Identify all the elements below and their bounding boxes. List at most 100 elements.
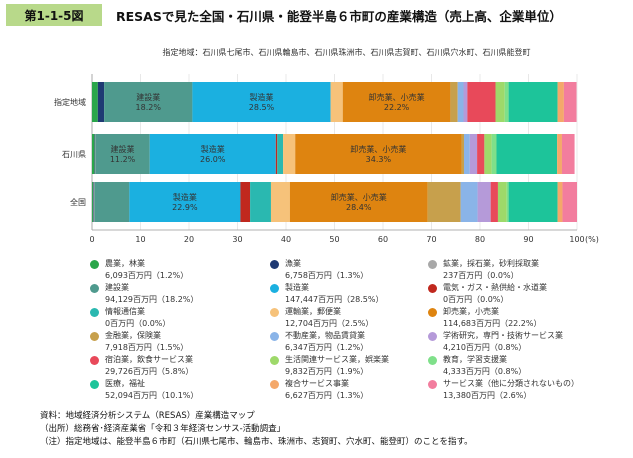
legend-label: 生活関連サービス業，娯楽業 bbox=[285, 355, 389, 364]
legend-swatch bbox=[270, 284, 279, 293]
bar-segment bbox=[240, 182, 251, 222]
legend-label: 卸売業，小売業 bbox=[443, 307, 499, 316]
x-tick-label: 90 bbox=[523, 235, 533, 244]
bar-segment bbox=[104, 82, 193, 122]
stacked-bar-chart: 0 10 20 30 40 50 60 70 80 90 100 (%)指定地域建設業18.2%製造業… bbox=[54, 74, 599, 244]
bar-segment bbox=[275, 134, 278, 174]
legend-value: 237百万円（0.0%） bbox=[443, 271, 519, 280]
data-label: 28.4% bbox=[346, 203, 372, 212]
bar-segment bbox=[289, 182, 428, 222]
legend-value: 114,683百万円（22.2%） bbox=[443, 319, 542, 328]
bar-segment bbox=[277, 134, 284, 174]
bar-segment bbox=[149, 134, 276, 174]
legend-label: 農業，林業 bbox=[105, 259, 145, 268]
legend-value: 9,832百万円（1.9%） bbox=[285, 367, 369, 376]
data-label: 建設業 bbox=[111, 144, 135, 154]
bar-segment bbox=[461, 134, 464, 174]
bar-segment bbox=[557, 182, 563, 222]
x-tick-label: 20 bbox=[184, 235, 194, 244]
x-tick-label: 70 bbox=[426, 235, 436, 244]
legend-value: 13,380百万円（2.6%） bbox=[443, 391, 532, 400]
legend-swatch bbox=[90, 356, 99, 365]
bar-segment bbox=[463, 82, 468, 122]
data-label: 卸売業、小売業 bbox=[331, 192, 387, 202]
legend-swatch bbox=[428, 308, 437, 317]
legend-swatch bbox=[270, 332, 279, 341]
legend-swatch bbox=[270, 308, 279, 317]
origin-line: （出所）総務省･経済産業省「令和３年経済センサス-活動調査」 bbox=[40, 424, 286, 434]
bar-segment bbox=[250, 182, 271, 222]
legend-value: 94,129百万円（18.2%） bbox=[105, 295, 199, 304]
category-label: 石川県 bbox=[62, 150, 86, 159]
bar-segment bbox=[129, 182, 241, 222]
legend-swatch bbox=[428, 356, 437, 365]
legend-swatch bbox=[90, 380, 99, 389]
bar-segment bbox=[92, 182, 93, 222]
bar-segment bbox=[561, 134, 575, 174]
bar-segment bbox=[508, 82, 558, 122]
x-tick-label: 80 bbox=[475, 235, 485, 244]
bar-segment bbox=[490, 182, 498, 222]
legend-swatch bbox=[428, 284, 437, 293]
bar-segment bbox=[495, 82, 505, 122]
legend-label: 電気・ガス・熱供給・水道業 bbox=[443, 283, 547, 292]
bar-segment bbox=[93, 182, 95, 222]
data-label: 18.2% bbox=[136, 103, 162, 112]
bar-segment bbox=[477, 182, 491, 222]
x-tick-label: 30 bbox=[232, 235, 242, 244]
bar-segment bbox=[92, 82, 98, 122]
bar-segment bbox=[95, 134, 150, 174]
bar-segment bbox=[342, 82, 451, 122]
data-label: 建設業 bbox=[136, 92, 160, 102]
legend-swatch bbox=[428, 332, 437, 341]
legend-value: 6,627百万円（1.3%） bbox=[285, 391, 369, 400]
bar-segment bbox=[484, 134, 492, 174]
bar-segment bbox=[467, 82, 496, 122]
legend-swatch bbox=[270, 260, 279, 269]
data-label: 28.5% bbox=[249, 103, 275, 112]
bar-segment bbox=[497, 182, 507, 222]
legend-value: 7,918百万円（1.5%） bbox=[105, 343, 189, 352]
legend-value: 52,094百万円（10.1%） bbox=[105, 391, 199, 400]
bar-segment bbox=[92, 134, 95, 174]
legend-label: 鉱業，採石業，砂利採取業 bbox=[443, 259, 539, 268]
legend-value: 6,758百万円（1.3%） bbox=[285, 271, 369, 280]
legend-label: 情報通信業 bbox=[105, 307, 145, 316]
bar-segment bbox=[460, 182, 478, 222]
note-line: （注）指定地域は、能登半島６市町（石川県七尾市、輪島市、珠洲市、志賀町、穴水町、… bbox=[40, 437, 473, 447]
chart-title: RESASで見た全国・石川県・能登半島６市町の産業構造（売上高、企業単位） bbox=[116, 8, 562, 24]
bar-segment bbox=[508, 182, 558, 222]
data-label: 34.3% bbox=[366, 155, 392, 164]
bar-segment bbox=[330, 82, 343, 122]
category-label: 全国 bbox=[70, 197, 86, 207]
legend-swatch bbox=[270, 356, 279, 365]
bar-segment bbox=[97, 82, 105, 122]
x-tick-label: 100 bbox=[569, 235, 584, 244]
bar-segment bbox=[463, 134, 470, 174]
bar-segment bbox=[504, 82, 509, 122]
legend-swatch bbox=[428, 260, 437, 269]
legend-value: 6,347百万円（1.2%） bbox=[285, 343, 369, 352]
legend-value: 6,093百万円（1.2%） bbox=[105, 271, 189, 280]
figure-label: 第1-1-5図 bbox=[6, 4, 102, 26]
bar-segment bbox=[557, 82, 564, 122]
chart-subtitle: 指定地域：石川県七尾市、石川県輪島市、石川県珠洲市、石川県志賀町、石川県穴水町、… bbox=[162, 48, 531, 57]
legend-label: 製造業 bbox=[285, 283, 309, 292]
x-tick-label: 40 bbox=[281, 235, 291, 244]
bar-segment bbox=[450, 82, 458, 122]
legend-swatch bbox=[90, 260, 99, 269]
legend-label: 不動産業，物品賃貸業 bbox=[285, 331, 365, 340]
data-label: 26.0% bbox=[200, 155, 226, 164]
legend-swatch bbox=[428, 380, 437, 389]
source-notes: 資料：地域経済分析システム（RESAS）産業構造マップ （出所）総務省･経済産業… bbox=[40, 410, 473, 449]
legend-label: 複合サービス事業 bbox=[285, 379, 349, 388]
legend-label: サービス業（他に分類されないもの） bbox=[443, 379, 579, 388]
legend-label: 漁業 bbox=[285, 259, 301, 268]
x-axis-unit: (%) bbox=[585, 235, 599, 244]
data-label: 製造業 bbox=[201, 144, 225, 154]
legend-label: 運輸業，郵便業 bbox=[285, 307, 341, 316]
legend-swatch bbox=[90, 284, 99, 293]
legend-label: 宿泊業，飲食サービス業 bbox=[105, 355, 193, 364]
bar-segment bbox=[557, 134, 562, 174]
legend-value: 147,447百万円（28.5%） bbox=[285, 295, 384, 304]
